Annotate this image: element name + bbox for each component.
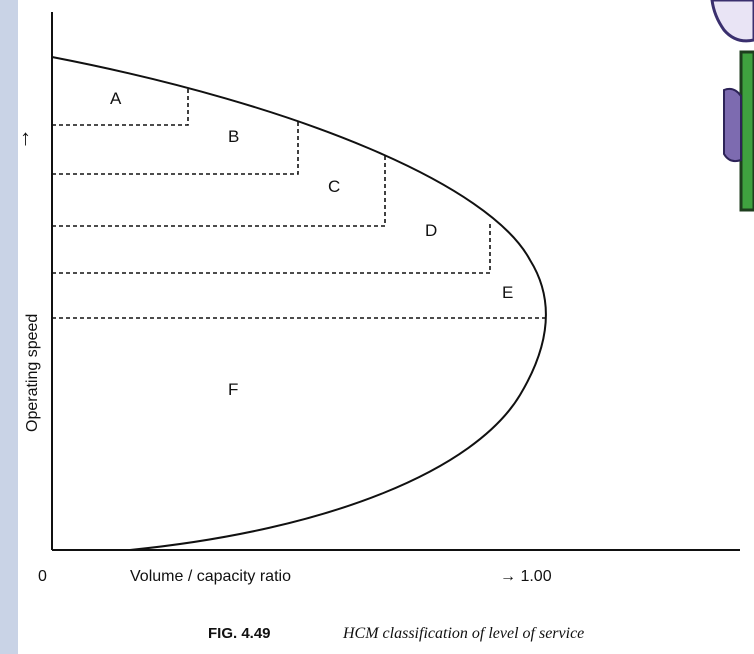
speed-flow-curve [51, 56, 547, 551]
x-origin-label: 0 [38, 568, 47, 585]
region-label-d: D [425, 221, 437, 240]
x-end-label: → 1.00 [500, 568, 552, 585]
document-sheet [18, 0, 754, 654]
boundary-d [52, 222, 491, 274]
boundary-a [52, 87, 189, 126]
region-label-a: A [110, 89, 122, 108]
figure-number: FIG. 4.49 [208, 625, 271, 642]
boundary-b [52, 119, 299, 175]
y-axis-arrow: ↑ [20, 125, 31, 150]
x-axis-label: Volume / capacity ratio [130, 568, 291, 585]
region-label-e: E [502, 283, 513, 302]
region-label-c: C [328, 177, 340, 196]
figure-caption: HCM classification of level of service [342, 625, 584, 642]
y-axis-label: Operating speed [24, 314, 41, 432]
region-label-b: B [228, 127, 239, 146]
boundary-c [52, 155, 386, 227]
clipart-icon [710, 0, 754, 212]
region-label-f: F [228, 380, 238, 399]
los-boundaries [52, 87, 547, 319]
